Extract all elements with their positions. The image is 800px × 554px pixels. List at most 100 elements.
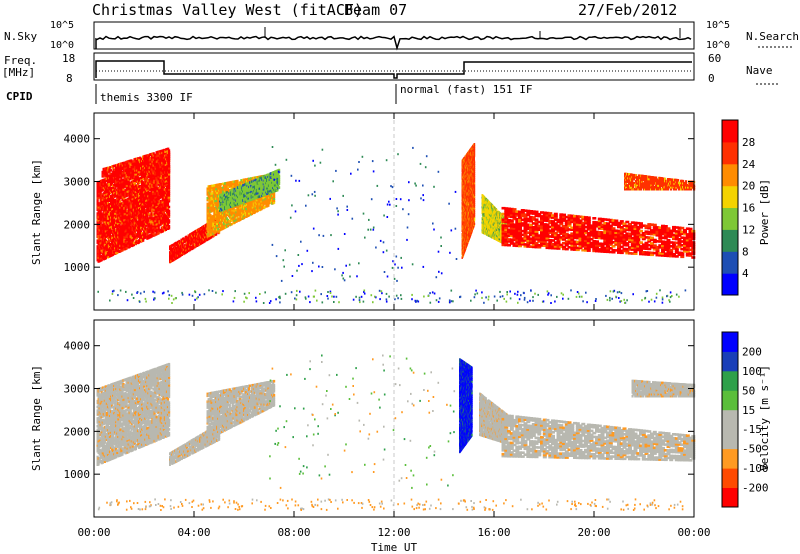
heatmap-cell bbox=[102, 238, 105, 242]
heatmap-cell bbox=[147, 200, 150, 203]
cpid-panel: CPID themis 3300 IF normal (fast) 151 IF bbox=[6, 83, 532, 104]
heatmap-cell bbox=[100, 249, 103, 252]
heatmap-cell bbox=[129, 221, 132, 225]
heatmap-cell bbox=[102, 223, 105, 226]
heatmap-cell bbox=[218, 217, 221, 221]
heatmap-cell bbox=[108, 210, 112, 214]
heatmap-cell bbox=[126, 221, 129, 224]
heatmap-cell bbox=[168, 196, 171, 199]
heatmap-cell bbox=[99, 245, 102, 249]
heatmap-cell bbox=[104, 252, 107, 256]
heatmap-cell bbox=[110, 212, 113, 215]
heatmap-cell bbox=[131, 180, 134, 183]
heatmap-cell bbox=[129, 177, 132, 180]
heatmap-cell bbox=[100, 204, 103, 208]
heatmap-cell bbox=[103, 205, 106, 208]
heatmap-cell bbox=[225, 213, 228, 216]
heatmap-cell bbox=[152, 232, 155, 235]
heatmap-cell bbox=[97, 211, 100, 215]
heatmap-cell bbox=[118, 233, 121, 236]
heatmap-cell bbox=[209, 227, 212, 231]
heatmap-cell bbox=[133, 206, 136, 209]
heatmap-cell bbox=[131, 182, 134, 185]
heatmap-cell bbox=[106, 234, 110, 238]
heatmap-cell bbox=[174, 247, 177, 251]
heatmap-cell bbox=[102, 213, 105, 216]
heatmap-cell bbox=[117, 220, 120, 223]
heatmap-cell bbox=[162, 211, 165, 215]
heatmap-cell bbox=[139, 181, 142, 184]
heatmap-cell bbox=[230, 222, 233, 226]
heatmap-cell bbox=[216, 191, 219, 194]
heatmap-cell bbox=[122, 205, 125, 209]
heatmap-cell bbox=[177, 251, 180, 255]
heatmap-cell bbox=[168, 174, 171, 178]
heatmap-cell bbox=[102, 184, 105, 188]
heatmap-cell bbox=[131, 236, 134, 239]
heatmap-cell bbox=[236, 210, 239, 213]
heatmap-cell bbox=[111, 228, 114, 232]
heatmap-cell bbox=[184, 247, 186, 251]
heatmap-cell bbox=[96, 233, 99, 237]
heatmap-cell bbox=[146, 179, 149, 183]
heatmap-cell bbox=[168, 182, 171, 186]
heatmap-cell bbox=[112, 253, 115, 256]
heatmap-cell bbox=[192, 242, 195, 246]
heatmap-cell bbox=[205, 235, 208, 238]
heatmap-cell bbox=[225, 223, 228, 226]
heatmap-cell bbox=[159, 213, 162, 216]
heatmap-cell bbox=[186, 239, 188, 242]
heatmap-cell bbox=[131, 189, 134, 193]
heatmap-cell bbox=[214, 231, 217, 234]
heatmap-cell bbox=[211, 201, 214, 205]
heatmap-cell bbox=[216, 208, 219, 212]
heatmap-cell bbox=[206, 202, 209, 206]
heatmap-cell bbox=[226, 224, 229, 228]
heatmap-cell bbox=[210, 235, 213, 239]
heatmap-cell bbox=[146, 202, 149, 206]
heatmap-cell bbox=[112, 234, 115, 237]
heatmap-cell bbox=[117, 195, 120, 199]
heatmap-cell bbox=[155, 215, 158, 218]
heatmap-cell bbox=[103, 182, 106, 185]
heatmap-cell bbox=[124, 233, 127, 237]
heatmap-cell bbox=[99, 191, 102, 195]
heatmap-cell bbox=[128, 220, 131, 223]
heatmap-cell bbox=[100, 254, 103, 258]
heatmap-cell bbox=[178, 239, 181, 243]
heatmap-cell bbox=[131, 186, 134, 189]
heatmap-cell bbox=[112, 249, 115, 253]
heatmap-cell bbox=[219, 188, 222, 192]
freq-label: Freq. bbox=[4, 54, 37, 67]
heatmap-cell bbox=[100, 208, 103, 212]
heatmap-cell bbox=[237, 213, 240, 217]
heatmap-cell bbox=[146, 220, 149, 223]
heatmap-cell bbox=[166, 223, 170, 227]
heatmap-cell bbox=[140, 192, 143, 195]
heatmap-cell bbox=[115, 240, 118, 243]
heatmap-cell bbox=[105, 196, 108, 200]
heatmap-cell bbox=[149, 230, 152, 233]
heatmap-cell bbox=[128, 202, 131, 206]
heatmap-cell bbox=[106, 188, 110, 192]
heatmap-cell bbox=[136, 203, 140, 206]
heatmap-cell bbox=[168, 225, 171, 228]
heatmap-cell bbox=[204, 228, 206, 231]
heatmap-cell bbox=[210, 198, 213, 201]
heatmap-cell bbox=[160, 209, 163, 212]
heatmap-cell bbox=[131, 230, 134, 234]
heatmap-cell bbox=[161, 173, 164, 177]
heatmap-cell bbox=[124, 198, 127, 202]
heatmap-cell bbox=[206, 221, 209, 225]
heatmap-cell bbox=[144, 226, 147, 230]
heatmap-cell bbox=[213, 189, 216, 193]
heatmap-cell bbox=[104, 235, 107, 239]
heatmap-cell bbox=[139, 188, 142, 192]
heatmap-cell bbox=[161, 189, 164, 192]
heatmap-cell bbox=[129, 190, 132, 194]
heatmap-cell bbox=[199, 227, 202, 230]
heatmap-cell bbox=[226, 187, 229, 191]
heatmap-cell bbox=[124, 208, 127, 212]
heatmap-cell bbox=[131, 205, 134, 208]
